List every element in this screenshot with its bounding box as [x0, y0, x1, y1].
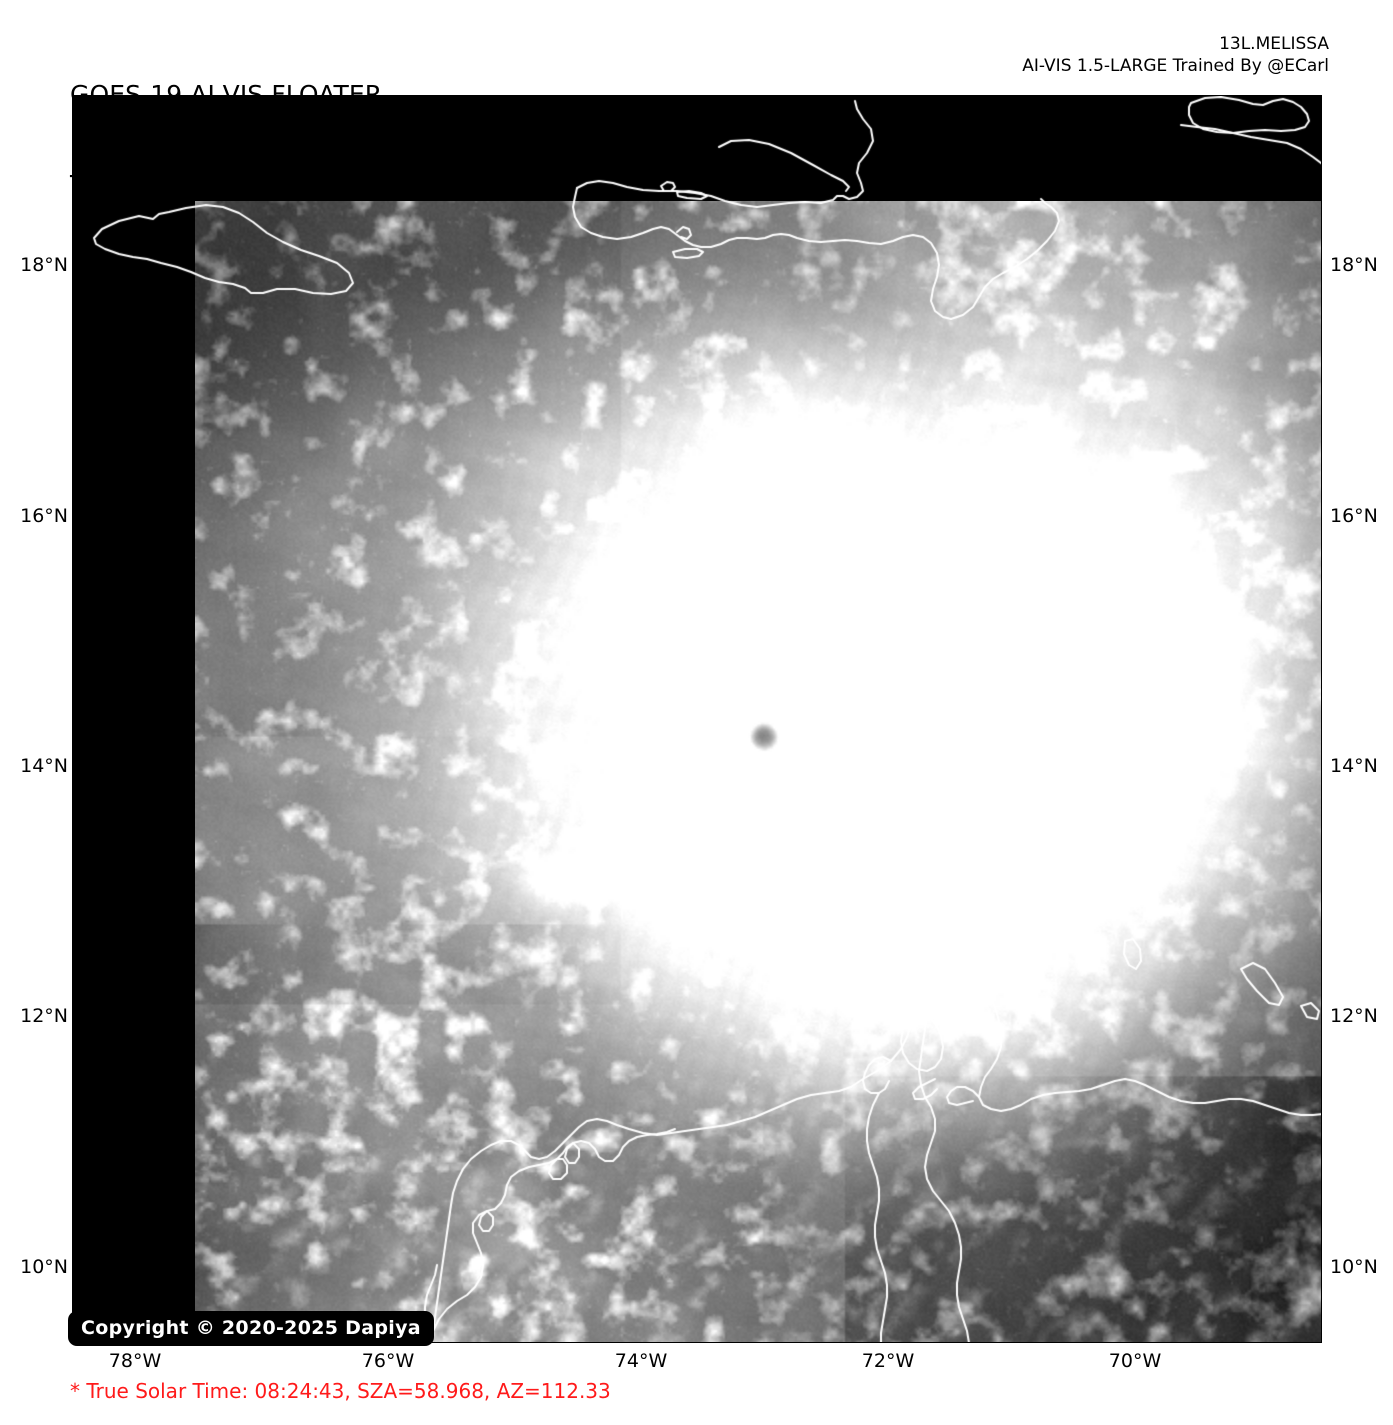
lon-tick-74: 74°W: [614, 1350, 668, 1372]
lat-tick-right-18: 18°N: [1330, 254, 1378, 276]
header-right: 13L.MELISSA AI-VIS 1.5-LARGE Trained By …: [1022, 33, 1329, 77]
lon-tick-72: 72°W: [861, 1350, 915, 1372]
lat-tick-right-16: 16°N: [1330, 505, 1378, 527]
lat-tick-left-16: 16°N: [20, 505, 68, 527]
lat-tick-left-10: 10°N: [20, 1256, 68, 1278]
lat-tick-left-18: 18°N: [20, 254, 68, 276]
lon-tick-78: 78°W: [108, 1350, 162, 1372]
lat-tick-left-12: 12°N: [20, 1005, 68, 1027]
storm-id-label: 13L.MELISSA: [1219, 34, 1329, 54]
copyright-watermark: Copyright © 2020-2025 Dapiya: [68, 1311, 434, 1346]
satellite-image-plot: [72, 95, 1322, 1343]
solar-geometry-note: * True Solar Time: 08:24:43, SZA=58.968,…: [70, 1379, 611, 1403]
lon-tick-76: 76°W: [361, 1350, 415, 1372]
lat-tick-right-14: 14°N: [1330, 755, 1378, 777]
lat-tick-right-10: 10°N: [1330, 1256, 1378, 1278]
lon-tick-70: 70°W: [1108, 1350, 1162, 1372]
model-credit-label: AI-VIS 1.5-LARGE Trained By @ECarl: [1022, 56, 1329, 76]
lat-tick-right-12: 12°N: [1330, 1005, 1378, 1027]
lat-tick-left-14: 14°N: [20, 755, 68, 777]
coastline-overlay-canvas: [73, 96, 1321, 1342]
